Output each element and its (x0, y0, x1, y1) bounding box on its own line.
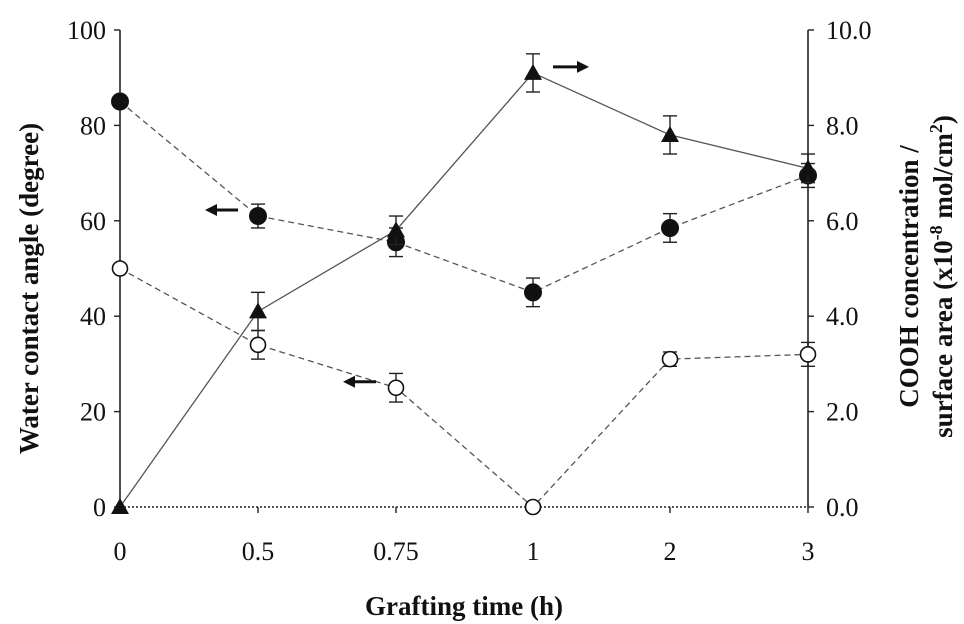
y-tick-label: 80 (80, 111, 106, 140)
data-point (111, 498, 129, 514)
data-point (387, 379, 405, 397)
data-point (661, 218, 679, 237)
y2-title-unit: mol/cm (928, 133, 958, 226)
y2-title-prefix: surface area (x10 (928, 240, 958, 437)
y-tick-label: 40 (80, 302, 106, 331)
series-line (119, 101, 809, 294)
y-tick-label: 0 (93, 493, 106, 522)
y2-tick-label: 8.0 (826, 111, 859, 140)
series-line (119, 267, 809, 508)
data-point (249, 207, 267, 226)
data-point (524, 283, 542, 302)
data-point (524, 63, 542, 80)
data-point (799, 346, 817, 363)
x-axis-title: Grafting time (h) (365, 591, 563, 621)
series-layer (119, 72, 809, 508)
x-tick-label: 0 (114, 537, 127, 566)
series-line (119, 72, 809, 508)
data-point (524, 498, 542, 516)
y2-axis-title-line2: surface area (x10-8 mol/cm2) (926, 115, 958, 438)
x-tick-label: 1 (527, 537, 540, 566)
data-point (111, 92, 129, 111)
axis-arrow-head (205, 204, 217, 217)
y2-tick-label: 6.0 (826, 207, 859, 236)
axes: 0 20 40 60 80 100 0.0 2.0 4.0 6.0 8.0 10.0 0 0.5 0.75 1… (67, 16, 872, 566)
marker-layer (111, 53, 817, 516)
x-tick-label: 0.75 (373, 537, 419, 566)
data-point (249, 302, 267, 319)
data-point (661, 125, 679, 142)
data-point (249, 336, 267, 354)
x-tick-label: 0.5 (242, 537, 275, 566)
x-tick-label: 2 (664, 537, 677, 566)
x-tick-label: 3 (802, 537, 815, 566)
y2-title-exponent: -8 (926, 225, 946, 240)
y2-tick-label: 4.0 (826, 302, 859, 331)
y-axis-title: Water contact angle (degree) (14, 123, 44, 454)
data-point (799, 159, 817, 176)
data-point (661, 350, 679, 368)
y2-tick-label: 2.0 (826, 398, 859, 427)
y2-tick-label: 0.0 (826, 493, 859, 522)
y2-title-suffix: ) (928, 115, 958, 124)
y-tick-label: 60 (80, 207, 106, 236)
axis-arrow-head (577, 60, 589, 73)
y2-axis-title-line1: COOH concentration / (894, 145, 924, 408)
y-tick-label: 100 (67, 16, 106, 45)
y2-title-exponent2: 2 (926, 124, 946, 133)
data-point (387, 221, 405, 238)
label-layer: Grafting time (h) Water contact angle (d… (14, 115, 958, 621)
y2-tick-label: 10.0 (826, 16, 872, 45)
data-point (111, 260, 129, 277)
axis-arrow-head (343, 375, 355, 388)
y-tick-label: 20 (80, 398, 106, 427)
